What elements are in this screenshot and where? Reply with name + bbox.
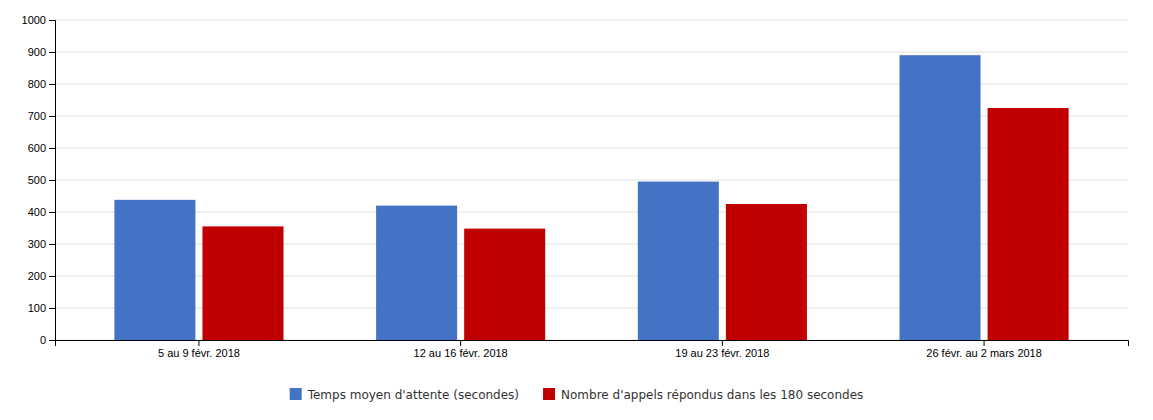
x-tick-label: 26 févr. au 2 mars 2018 [926,347,1042,359]
y-tick-label: 0 [40,334,46,346]
y-tick-label: 800 [28,78,46,90]
y-tick-mark [49,148,55,149]
y-tick: 1000 [22,14,55,26]
y-tick: 300 [28,238,55,250]
y-tick: 500 [28,174,55,186]
bar [726,204,807,340]
y-tick-mark [49,276,55,277]
x-axis-line [56,341,1129,347]
y-tick-mark [49,52,55,53]
x-tick-mark [722,340,723,346]
x-tick-label: 5 au 9 févr. 2018 [158,347,240,359]
bar [988,108,1069,340]
y-axis: 0 100 200 300 400 500 600 700 800 900 1000 [22,14,56,346]
bar [900,55,981,340]
bar-series [114,55,980,340]
bar [376,206,457,340]
y-tick: 700 [28,110,55,122]
x-tick-mark [984,340,985,346]
grid-line [55,20,1128,21]
y-tick: 400 [28,206,55,218]
y-tick-label: 600 [28,142,46,154]
chart: 0 100 200 300 400 500 600 700 800 900 1000 5 au 9 f… [0,0,1153,420]
y-tick-mark [49,84,55,85]
y-tick: 0 [40,334,55,346]
y-tick-label: 300 [28,238,46,250]
legend: Temps moyen d'attente (secondes) Nombre d… [290,388,864,402]
x-tick-label: 19 au 23 févr. 2018 [675,347,769,359]
y-tick-mark [49,244,55,245]
x-tick: 12 au 16 févr. 2018 [414,340,508,359]
bar [464,229,545,340]
plot: 0 100 200 300 400 500 600 700 800 900 1000 5 au 9 f… [22,14,1129,359]
y-tick: 100 [28,302,55,314]
y-tick: 800 [28,78,55,90]
x-axis: 5 au 9 févr. 2018 12 au 16 févr. 2018 19 a… [56,340,1129,359]
bar [202,226,283,340]
y-tick-mark [49,116,55,117]
legend-label: Temps moyen d'attente (secondes) [307,388,519,402]
y-tick-mark [49,180,55,181]
y-tick-label: 400 [28,206,46,218]
y-tick-label: 900 [28,46,46,58]
x-tick-mark [460,340,461,346]
x-tick-label: 12 au 16 févr. 2018 [414,347,508,359]
y-tick-label: 100 [28,302,46,314]
grid [55,20,1128,340]
y-tick-label: 700 [28,110,46,122]
y-tick-mark [49,308,55,309]
bars [114,55,1068,340]
legend-label: Nombre d'appels répondus dans les 180 se… [561,388,863,402]
y-tick: 600 [28,142,55,154]
legend-swatch [290,388,302,400]
x-tick: 5 au 9 févr. 2018 [158,340,240,359]
y-tick-mark [49,340,55,341]
y-axis-line [49,21,56,341]
x-tick: 19 au 23 févr. 2018 [675,340,769,359]
legend-swatch [543,388,555,400]
bar [114,200,195,340]
bar [638,182,719,340]
grid-line [55,52,1128,53]
y-tick-label: 200 [28,270,46,282]
x-tick-mark [198,340,199,346]
y-tick-mark [49,212,55,213]
x-tick: 26 févr. au 2 mars 2018 [926,340,1042,359]
legend-item: Nombre d'appels répondus dans les 180 se… [543,388,863,402]
y-tick: 200 [28,270,55,282]
y-tick-label: 500 [28,174,46,186]
y-tick: 900 [28,46,55,58]
legend-item: Temps moyen d'attente (secondes) [290,388,519,402]
y-tick-mark [49,20,55,21]
bar-series [202,108,1068,340]
y-tick-label: 1000 [22,14,46,26]
